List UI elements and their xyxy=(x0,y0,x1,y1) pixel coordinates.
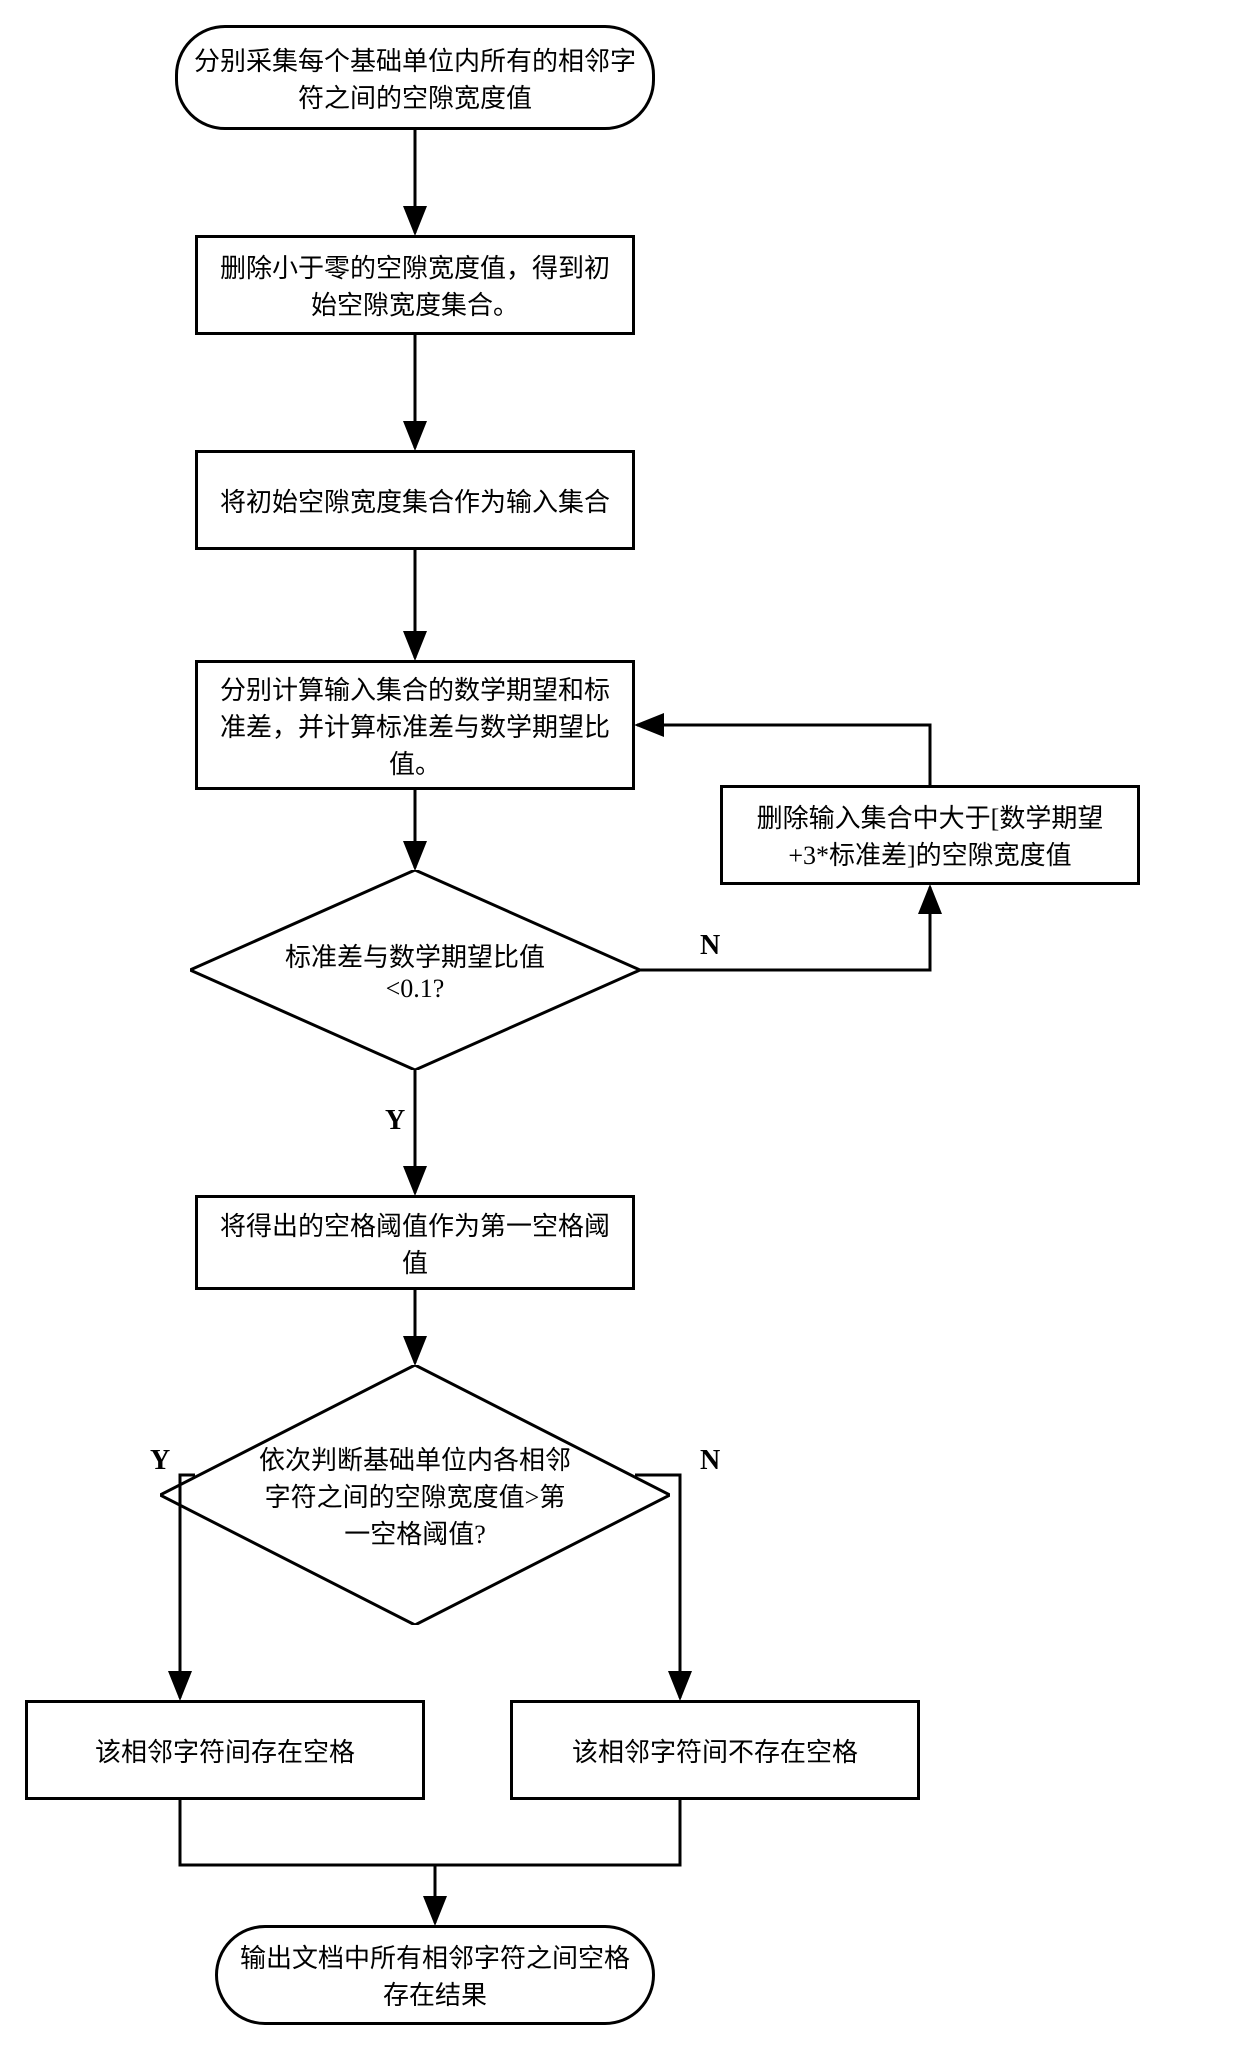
p3-text: 分别计算输入集合的数学期望和标准差，并计算标准差与数学期望比值。 xyxy=(212,670,618,781)
start-terminal: 分别采集每个基础单位内所有的相邻字符之间的空隙宽度值 xyxy=(175,25,655,130)
process-set-input: 将初始空隙宽度集合作为输入集合 xyxy=(195,450,635,550)
decision-compare-threshold: 依次判断基础单位内各相邻字符之间的空隙宽度值>第一空格阈值? xyxy=(160,1365,670,1625)
label-d2-yes: Y xyxy=(150,1445,170,1477)
end-terminal: 输出文档中所有相邻字符之间空格存在结果 xyxy=(215,1925,655,2025)
p5-text: 将得出的空格阈值作为第一空格阈值 xyxy=(212,1206,618,1280)
process-compute-stats: 分别计算输入集合的数学期望和标准差，并计算标准差与数学期望比值。 xyxy=(195,660,635,790)
decision-ratio: 标准差与数学期望比值<0.1? xyxy=(190,870,640,1070)
d1-text: 标准差与数学期望比值<0.1? xyxy=(260,937,570,1004)
label-d2-no: N xyxy=(700,1445,720,1477)
d2-text: 依次判断基础单位内各相邻字符之间的空隙宽度值>第一空格阈值? xyxy=(255,1440,575,1551)
process-delete-outliers: 删除输入集合中大于[数学期望+3*标准差]的空隙宽度值 xyxy=(720,785,1140,885)
label-d1-no: N xyxy=(700,930,720,962)
process-first-threshold: 将得出的空格阈值作为第一空格阈值 xyxy=(195,1195,635,1290)
label-d1-yes: Y xyxy=(385,1105,405,1137)
process-space-exists: 该相邻字符间存在空格 xyxy=(25,1700,425,1800)
p6-text: 该相邻字符间存在空格 xyxy=(95,1732,355,1769)
process-no-space: 该相邻字符间不存在空格 xyxy=(510,1700,920,1800)
start-text: 分别采集每个基础单位内所有的相邻字符之间的空隙宽度值 xyxy=(192,41,638,115)
end-text: 输出文档中所有相邻字符之间空格存在结果 xyxy=(232,1938,638,2012)
p2-text: 将初始空隙宽度集合作为输入集合 xyxy=(220,482,610,519)
p4-text: 删除输入集合中大于[数学期望+3*标准差]的空隙宽度值 xyxy=(737,798,1123,872)
p1-text: 删除小于零的空隙宽度值，得到初始空隙宽度集合。 xyxy=(212,248,618,322)
p7-text: 该相邻字符间不存在空格 xyxy=(572,1732,858,1769)
process-delete-negative: 删除小于零的空隙宽度值，得到初始空隙宽度集合。 xyxy=(195,235,635,335)
